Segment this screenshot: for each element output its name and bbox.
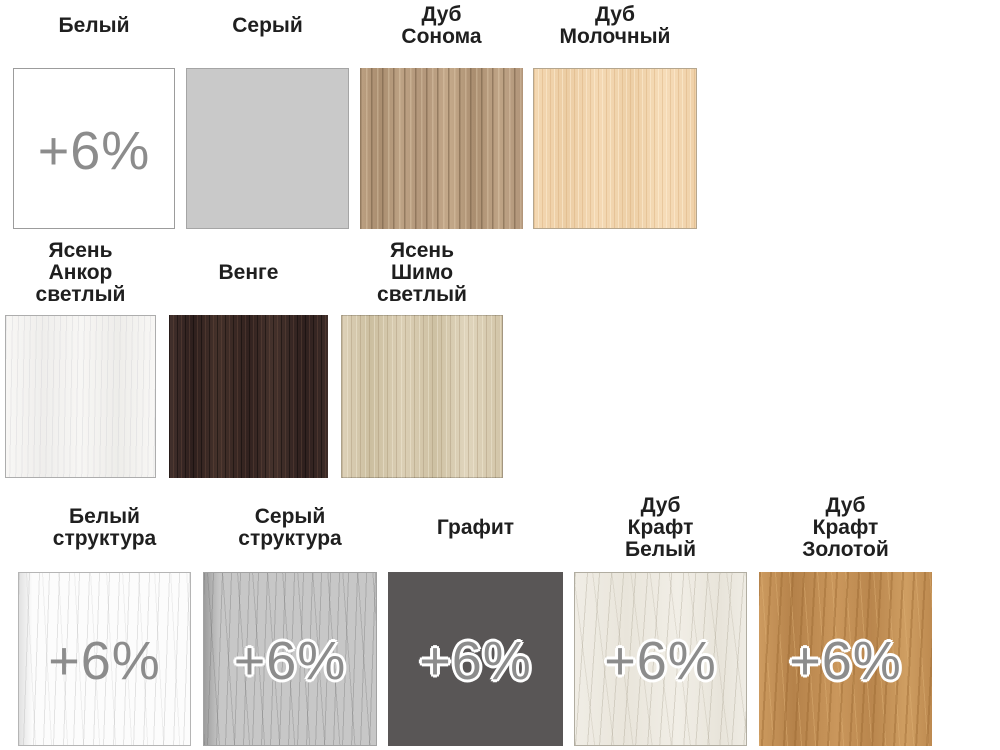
surcharge-label: +6% [604,631,717,691]
surcharge-label: +6% [233,631,347,691]
material-label: Серый структура [238,505,342,550]
material-option-ash-shimo-light: Ясень Шимо светлый [341,240,503,478]
material-swatch-ash-ankor-light[interactable] [5,315,156,478]
material-swatch-ash-shimo-light[interactable] [341,315,503,478]
material-swatch-graphite[interactable]: +6% [388,572,563,746]
material-option-gray: Серый [186,0,349,229]
material-option-milk-oak: Дуб Молочный [533,0,697,229]
surcharge-label: +6% [37,120,151,181]
material-swatch-gray-structure[interactable]: +6% [203,572,377,746]
material-label: Дуб Крафт Белый [625,494,696,561]
material-option-white-structure: Белый структура +6% [18,490,191,746]
material-option-graphite: Графит +6% [388,490,563,746]
material-option-oak-kraft-gold: Дуб Крафт Золотой +6% [759,490,932,746]
material-option-oak-sonoma: Дуб Сонома [360,0,523,229]
material-swatch-oak-kraft-gold[interactable]: +6% [759,572,932,746]
material-option-ash-ankor-light: Ясень Анкор светлый [5,240,156,478]
material-label: Дуб Крафт Золотой [802,494,889,561]
material-label: Белый [58,14,130,37]
surcharge-label: +6% [48,631,161,691]
surcharge-label: +6% [419,631,532,691]
material-swatch-milk-oak[interactable] [533,68,697,229]
material-label: Белый структура [52,505,157,550]
material-swatch-white-structure[interactable]: +6% [18,572,191,746]
material-label: Графит [436,516,515,539]
material-label: Дуб Сонома [401,3,482,48]
surcharge-label: +6% [789,631,902,691]
material-label: Ясень Шимо светлый [377,239,467,306]
material-swatch-white[interactable]: +6% [13,68,175,229]
material-label: Серый [232,14,303,37]
material-swatch-gray[interactable] [186,68,349,229]
material-option-gray-structure: Серый структура +6% [203,490,377,746]
material-swatch-oak-kraft-white[interactable]: +6% [574,572,747,746]
material-option-white: Белый +6% [13,0,175,229]
material-option-wenge: Венге [169,240,328,478]
material-label: Дуб Молочный [559,3,671,48]
material-label: Венге [218,261,279,284]
material-label: Ясень Анкор светлый [35,239,126,306]
material-swatch-oak-sonoma[interactable] [360,68,523,229]
material-option-oak-kraft-white: Дуб Крафт Белый +6% [574,490,747,746]
material-swatch-wenge[interactable] [169,315,328,478]
